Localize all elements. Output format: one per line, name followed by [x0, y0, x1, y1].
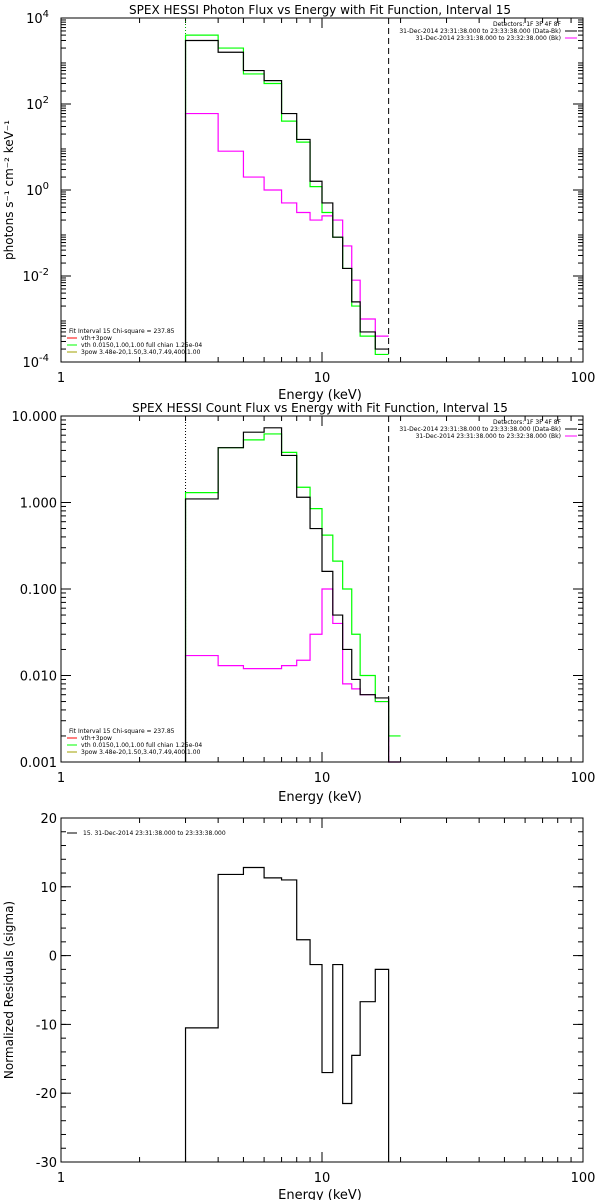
y-tick-label: -30 — [36, 1156, 57, 1171]
residuals-ylabel: Normalized Residuals (sigma) — [2, 901, 16, 1079]
x-tick-label: 100 — [571, 371, 596, 386]
legend-text: Detectors: 1F 3F 4F 8F — [493, 21, 562, 28]
legend-text: vth 0.0150,1.00,1.00 full chian 1.25e-04 — [81, 342, 202, 349]
plot-frame — [60, 17, 584, 363]
y-tick-label: 10-4 — [22, 353, 49, 371]
y-tick-label: 0.010 — [20, 670, 57, 685]
x-tick-label: 100 — [571, 1171, 596, 1186]
y-tick-label: 20 — [40, 812, 57, 827]
photon-flux-title: SPEX HESSI Photon Flux vs Energy with Fi… — [129, 3, 511, 17]
plot-frame — [60, 817, 584, 1163]
plot-frame — [60, 415, 584, 763]
legend-text: vth 0.0150,1.00,1.00 full chian 1.25e-04 — [81, 742, 202, 749]
y-tick-label: 0.100 — [20, 583, 57, 598]
x-tick-label: 1 — [57, 771, 65, 786]
legend-text: 3pow 3.48e-20,1.50,3.40,7.49,400,1.00 — [81, 749, 201, 756]
y-tick-label: 10-2 — [22, 267, 49, 285]
legend-text: Detectors: 1F 3F 4F 8F — [493, 419, 562, 426]
y-tick-label: 104 — [26, 9, 49, 27]
legend-text: 31-Dec-2014 23:31:38.000 to 23:33:38.000… — [399, 426, 561, 433]
y-tick-label: 10 — [40, 881, 57, 896]
y-tick-label: 10.000 — [12, 410, 58, 425]
legend-text: vth+3pow — [81, 335, 112, 342]
series-line — [184, 866, 390, 1162]
y-tick-label: 1.000 — [20, 497, 57, 512]
residuals-chart: Normalized Residuals (sigma) Energy (keV… — [2, 812, 595, 1200]
series-line — [184, 427, 401, 763]
count-flux-xlabel: Energy (keV) — [278, 790, 362, 805]
legend-text: 31-Dec-2014 23:31:38.000 to 23:33:38.000… — [399, 28, 561, 35]
x-tick-label: 10 — [314, 771, 331, 786]
legend-text: 31-Dec-2014 23:31:38.000 to 23:32:38.000… — [416, 35, 561, 42]
legend-text: vth+3pow — [81, 735, 112, 742]
series-line — [184, 112, 389, 362]
y-tick-label: 0.001 — [20, 756, 57, 771]
residuals-plot-area: 1 10 100 -30 -20 -10 0 10 20 15. 31-Dec-2014 23:3… — [36, 812, 596, 1186]
photon-flux-ylabel: photons s⁻¹ cm⁻² keV⁻¹ — [2, 120, 16, 260]
y-tick-label: 100 — [26, 181, 49, 199]
x-tick-label: 10 — [314, 371, 331, 386]
series-line — [184, 34, 389, 362]
y-tick-label: -20 — [36, 1087, 57, 1102]
series-line — [184, 39, 389, 362]
legend-text: 3pow 3.48e-20,1.50,3.40,7.49,400,1.00 — [81, 349, 201, 356]
y-tick-label: -10 — [36, 1018, 57, 1033]
legend-text: Fit Interval 15 Chi-square = 237.85 — [69, 328, 175, 335]
y-tick-label: 0 — [49, 950, 57, 965]
x-tick-label: 1 — [57, 371, 65, 386]
count-flux-title: SPEX HESSI Count Flux vs Energy with Fit… — [132, 401, 508, 415]
x-tick-label: 100 — [571, 771, 596, 786]
legend-text: Fit Interval 15 Chi-square = 237.85 — [69, 728, 175, 735]
legend-text: 15. 31-Dec-2014 23:31:38.000 to 23:33:38… — [83, 830, 226, 837]
photon-flux-chart: SPEX HESSI Photon Flux vs Energy with Fi… — [2, 3, 595, 403]
legend-text: 31-Dec-2014 23:31:38.000 to 23:32:38.000… — [416, 433, 561, 440]
count-flux-plot-area: 1 10 100 0.001 0.010 0.100 1.000 10.000 Detector… — [12, 410, 596, 786]
residuals-xlabel: Energy (keV) — [278, 1188, 362, 1200]
x-tick-label: 1 — [57, 1171, 65, 1186]
y-tick-label: 102 — [26, 95, 49, 113]
count-flux-chart: SPEX HESSI Count Flux vs Energy with Fit… — [12, 401, 596, 805]
photon-flux-plot-area: 1 10 100 10-4 10-2 100 102 104 Detectors: 1F 3F … — [22, 9, 595, 386]
photon-flux-xlabel: Energy (keV) — [278, 388, 362, 403]
x-tick-label: 10 — [314, 1171, 331, 1186]
